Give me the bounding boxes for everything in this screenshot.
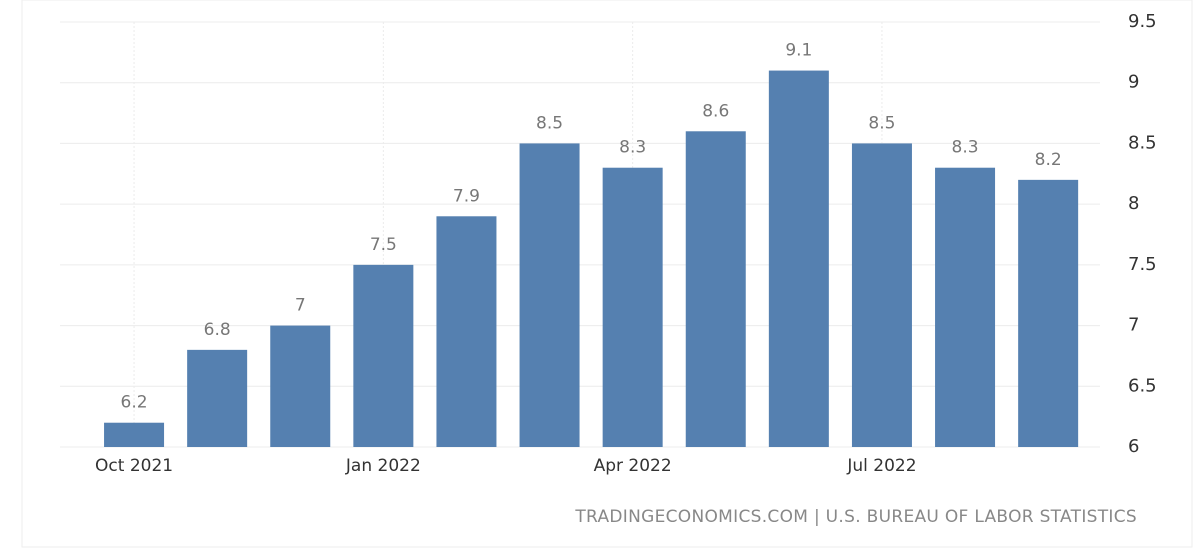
value-label: 7 (295, 296, 306, 316)
value-label: 8.5 (536, 113, 563, 133)
value-label: 8.5 (868, 113, 895, 133)
y-tick-label: 6 (1128, 436, 1139, 457)
y-tick-label: 7.5 (1128, 254, 1157, 275)
frame (21, 0, 1193, 548)
value-label: 8.3 (952, 138, 979, 158)
value-label: 9.1 (785, 41, 812, 61)
source: TRADINGECONOMICS.COM | U.S. BUREAU OF LA… (574, 507, 1137, 527)
bar (851, 143, 912, 447)
y-tick-label: 7 (1128, 315, 1139, 336)
y-tick-label: 6.5 (1128, 375, 1157, 396)
value-label: 8.3 (619, 138, 646, 158)
bar (353, 264, 414, 447)
y-tick-label: 8.5 (1128, 132, 1157, 153)
x-tick-label: Jan 2022 (345, 456, 421, 476)
x-tick-label: Oct 2021 (95, 456, 173, 476)
bar (270, 325, 331, 447)
value-label: 8.6 (702, 101, 729, 121)
value-label: 6.2 (121, 393, 148, 413)
x-tick-label: Apr 2022 (594, 456, 672, 476)
bar (104, 422, 165, 447)
bar (1018, 179, 1079, 447)
value-label: 6.8 (204, 320, 231, 340)
value-label: 8.2 (1035, 150, 1062, 170)
bar (436, 216, 497, 447)
y-tick-label: 9.5 (1128, 11, 1157, 32)
bar (602, 167, 663, 447)
y-tick-label: 8 (1128, 193, 1139, 214)
bar (519, 143, 580, 447)
bar (768, 70, 829, 448)
value-label: 7.5 (370, 235, 397, 255)
bar (685, 131, 746, 448)
value-label: 7.9 (453, 186, 480, 206)
bar (935, 167, 996, 447)
bar (187, 349, 248, 447)
x-tick-label: Jul 2022 (846, 456, 916, 476)
y-tick-label: 9 (1128, 72, 1139, 93)
